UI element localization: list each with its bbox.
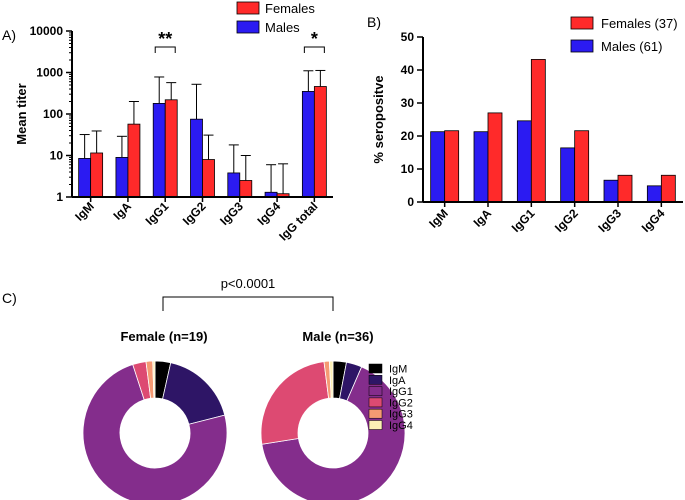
chart-a-y-tick-label: 1000 bbox=[36, 66, 63, 80]
chart-b-bar-male bbox=[603, 179, 619, 203]
chart-a-legend-label: Females bbox=[265, 1, 315, 16]
chart-b-y-tick-label: 50 bbox=[401, 30, 415, 44]
chart-a-y-tick-label: 100 bbox=[43, 107, 63, 121]
chart-a-legend-label: Males bbox=[265, 20, 300, 35]
chart-a-bar-female bbox=[202, 159, 215, 198]
chart-a-y-tick-label: 1 bbox=[56, 190, 63, 204]
chart-a-x-tick-label: IgG3 bbox=[217, 199, 246, 228]
chart-a-significance-bracket bbox=[154, 46, 176, 53]
chart-a-bar-female bbox=[239, 180, 253, 198]
chart-b-y-tick-label: 10 bbox=[401, 162, 415, 176]
chart-b-bar-female bbox=[660, 174, 676, 203]
chart-a-bar-female bbox=[313, 86, 327, 198]
chart-a-bar-male bbox=[152, 103, 166, 198]
chart-c-legend-label: IgA bbox=[389, 375, 406, 387]
chart-a-bar-male bbox=[301, 91, 315, 198]
chart-a-bar-female bbox=[164, 99, 178, 198]
chart-c-slice-igg4 bbox=[328, 360, 334, 399]
chart-a-x-tick-label: IgG total bbox=[276, 199, 320, 243]
chart-b-y-tick-label: 40 bbox=[401, 63, 415, 77]
chart-b-x-tick-label: IgM bbox=[426, 206, 451, 231]
chart-c-legend-label: IgM bbox=[389, 364, 407, 376]
chart-c-legend-label: IgG2 bbox=[389, 397, 413, 409]
panel-label-c: C) bbox=[2, 290, 17, 306]
chart-b-y-tick-label: 0 bbox=[407, 195, 414, 209]
chart-a-y-tick-label: 10 bbox=[50, 149, 64, 163]
chart-b-x-tick-label: IgG3 bbox=[595, 206, 624, 235]
chart-b-bar-male bbox=[516, 120, 532, 203]
panel-label-a: A) bbox=[2, 27, 16, 43]
chart-a-x-tick-label: IgA bbox=[110, 199, 134, 223]
chart-a-bar-female bbox=[127, 123, 141, 198]
chart-c-comparison-bracket bbox=[162, 296, 334, 311]
chart-a-x-tick-label: IgG1 bbox=[143, 199, 172, 228]
chart-c-legend-label: IgG4 bbox=[389, 420, 413, 432]
chart-c-comparison-label: p<0.0001 bbox=[221, 276, 276, 291]
chart-a-x-tick-label: IgG2 bbox=[180, 199, 209, 228]
chart-b-bar-male bbox=[560, 147, 576, 203]
chart-c-slice-igg2 bbox=[260, 361, 330, 445]
chart-a-significance-label: * bbox=[311, 29, 318, 49]
chart-b-bar-female bbox=[530, 59, 546, 203]
chart-c-legend-label: IgG1 bbox=[389, 386, 413, 398]
chart-b-bar-male bbox=[430, 131, 446, 203]
chart-b-bar-female bbox=[444, 130, 460, 203]
chart-a-bar-male bbox=[190, 118, 203, 198]
chart-c-legend-swatch bbox=[368, 375, 383, 385]
chart-a-bar-female bbox=[90, 152, 104, 198]
chart-b-bar-female bbox=[617, 174, 633, 203]
chart-b-legend-swatch bbox=[570, 16, 594, 30]
chart-b-x-tick-label: IgA bbox=[471, 206, 495, 230]
chart-b-x-tick-label: IgG1 bbox=[509, 206, 538, 235]
chart-b-bar-male bbox=[473, 131, 489, 203]
chart-a-legend-swatch bbox=[236, 1, 260, 15]
chart-b-legend-label: Females (37) bbox=[601, 16, 678, 31]
chart-b-bar-male bbox=[646, 185, 662, 203]
chart-c-legend-swatch bbox=[368, 420, 383, 430]
chart-b-bar-female bbox=[487, 112, 503, 203]
chart-b-x-tick-label: IgG4 bbox=[639, 206, 668, 235]
chart-a-mean-titer: 1 10 100 1000 10000 Mean titer IgM IgA IgG1 IgG2 I… bbox=[14, 1, 333, 244]
chart-a-significance-label: ** bbox=[158, 29, 172, 49]
chart-b-legend-label: Males (61) bbox=[601, 39, 662, 54]
chart-c-legend-label: IgG3 bbox=[389, 409, 413, 421]
chart-c-slice-iga bbox=[162, 362, 226, 425]
chart-a-y-tick-label: 10000 bbox=[30, 24, 64, 38]
chart-b-y-tick-label: 20 bbox=[401, 129, 415, 143]
chart-c-legend-swatch bbox=[368, 363, 383, 374]
chart-a-x-tick-label: IgM bbox=[72, 199, 97, 224]
chart-a-bar-male bbox=[115, 156, 129, 198]
chart-c-legend-swatch bbox=[368, 397, 383, 408]
chart-a-y-axis-title: Mean titer bbox=[14, 83, 29, 144]
chart-b-legend-swatch bbox=[570, 39, 594, 53]
chart-c-pie-title: Male (n=36) bbox=[302, 329, 373, 344]
chart-c-legend-swatch bbox=[368, 408, 383, 419]
chart-c-legend-swatch bbox=[368, 386, 383, 396]
chart-c-pie-title: Female (n=19) bbox=[120, 329, 207, 344]
chart-b-y-axis-title: % seropositve bbox=[371, 75, 386, 163]
chart-b-seropositive: 0 10 20 30 40 50 % seropositve IgM IgA IgG1 IgG2 Ig… bbox=[371, 16, 683, 235]
chart-b-x-tick-label: IgG2 bbox=[552, 206, 581, 235]
chart-b-bar-female bbox=[574, 130, 590, 203]
chart-a-bar-male bbox=[227, 172, 241, 198]
chart-a-bar-male bbox=[78, 158, 92, 198]
chart-b-y-tick-label: 30 bbox=[401, 96, 415, 110]
chart-a-x-tick-label: IgG4 bbox=[254, 199, 283, 228]
chart-a-significance-bracket bbox=[303, 46, 325, 53]
chart-c-slice-igg1 bbox=[82, 364, 228, 500]
panel-label-b: B) bbox=[367, 14, 381, 30]
chart-c-slice-igg4 bbox=[152, 360, 156, 399]
chart-a-legend-swatch bbox=[236, 20, 260, 34]
